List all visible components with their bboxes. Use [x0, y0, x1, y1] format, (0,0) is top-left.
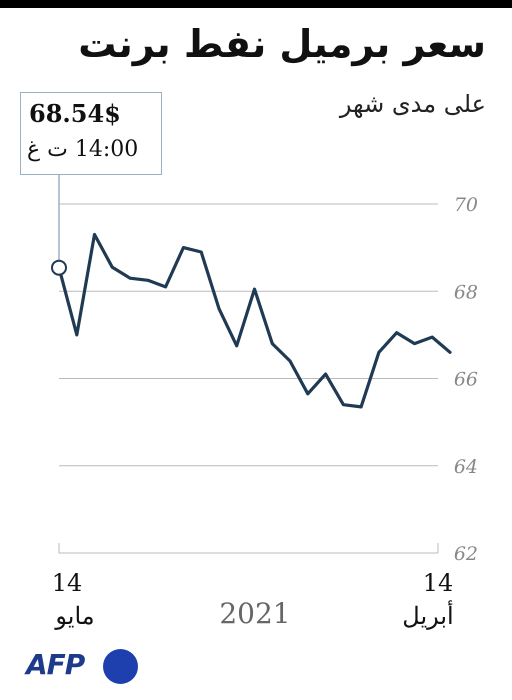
tooltip-time: 14:00 ت غ	[27, 137, 139, 162]
x-label-start-month: مايو	[55, 602, 95, 630]
top-bar	[0, 0, 512, 8]
afp-logo-dot-icon	[103, 649, 138, 684]
y-tick-label-68: 68	[454, 281, 478, 303]
afp-logo-text: AFP	[26, 648, 85, 681]
tooltip-value: 68.54$	[29, 99, 121, 128]
x-label-end-day: 14	[422, 569, 454, 597]
x-label-start-day: 14	[51, 569, 83, 597]
chart-title: سعر برميل نفط برنت	[78, 22, 486, 66]
year-label: 2021	[219, 597, 291, 630]
price-series-line	[57, 232, 452, 409]
tooltip-box: 68.54$ 14:00 ت غ	[20, 92, 162, 175]
x-label-end-month: أبريل	[402, 602, 454, 630]
y-tick-label-62: 62	[454, 543, 478, 565]
highlight-marker	[51, 259, 67, 276]
y-tick-label-70: 70	[454, 194, 478, 216]
y-tick-label-66: 66	[454, 369, 478, 391]
y-tick-label-64: 64	[454, 456, 478, 478]
chart-subtitle: على مدى شهر	[339, 90, 486, 118]
